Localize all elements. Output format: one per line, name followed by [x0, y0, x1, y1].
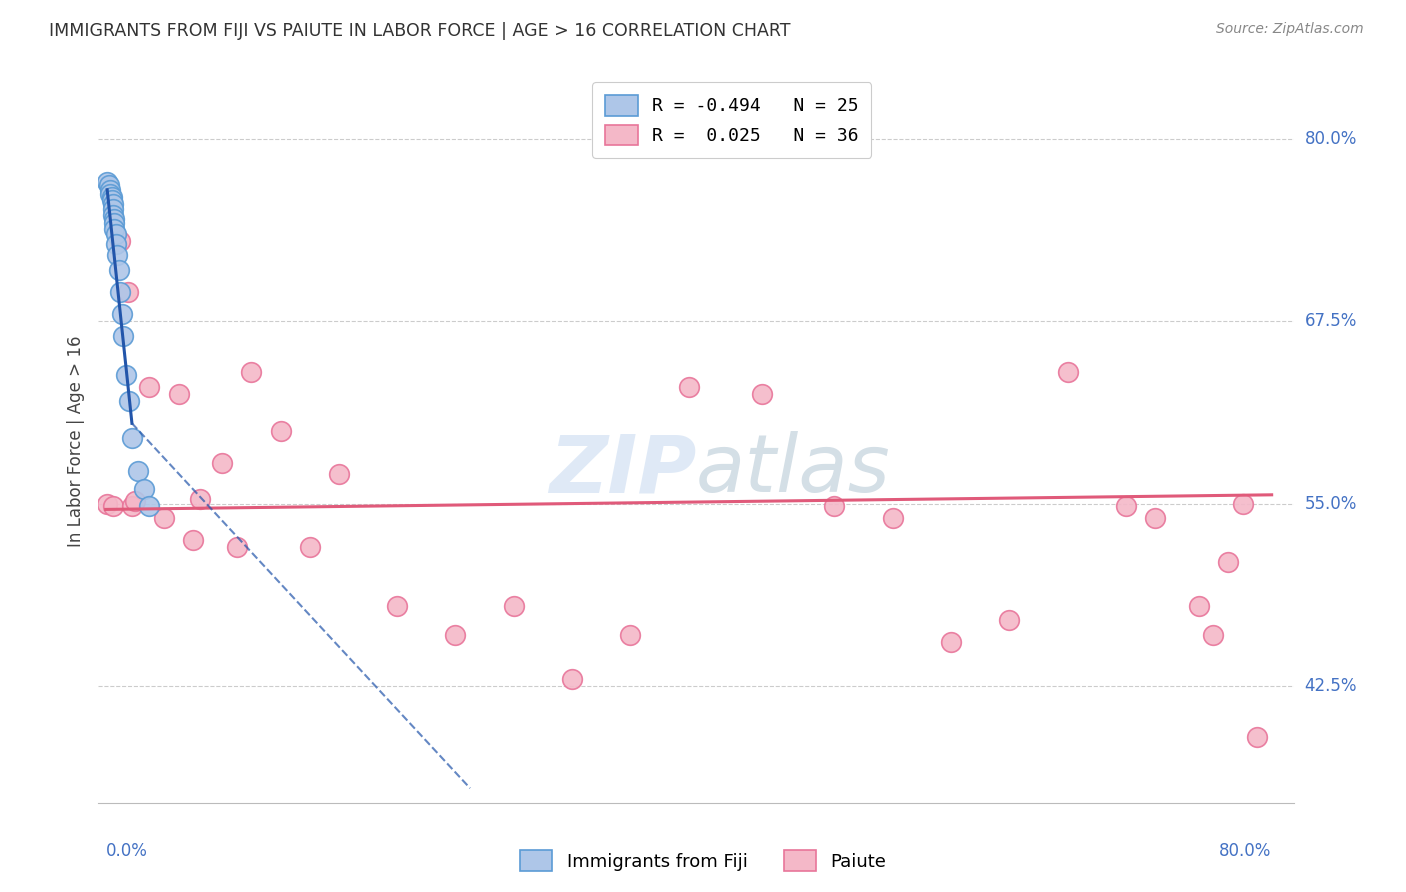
- Point: [181, 533, 204, 547]
- Text: 0.0%: 0.0%: [105, 842, 148, 860]
- Point: [190, 492, 212, 507]
- Point: [1246, 730, 1268, 744]
- Point: [882, 511, 904, 525]
- Point: [444, 628, 467, 642]
- Point: [98, 187, 121, 202]
- Point: [1216, 555, 1239, 569]
- Point: [101, 208, 124, 222]
- Point: [561, 672, 583, 686]
- Y-axis label: In Labor Force | Age > 16: In Labor Force | Age > 16: [66, 335, 84, 548]
- Point: [115, 368, 138, 383]
- Point: [1202, 628, 1225, 642]
- Point: [101, 202, 124, 216]
- Point: [823, 500, 845, 514]
- Point: [138, 500, 160, 514]
- Point: [225, 541, 247, 555]
- Point: [103, 216, 125, 230]
- Point: [111, 307, 134, 321]
- Legend: R = -0.494   N = 25, R =  0.025   N = 36: R = -0.494 N = 25, R = 0.025 N = 36: [592, 82, 872, 158]
- Text: atlas: atlas: [696, 432, 891, 509]
- Point: [100, 193, 122, 207]
- Point: [211, 456, 233, 470]
- Point: [121, 431, 143, 445]
- Point: [998, 613, 1021, 627]
- Point: [97, 178, 120, 193]
- Point: [1188, 599, 1211, 613]
- Point: [1232, 497, 1254, 511]
- Point: [328, 467, 350, 482]
- Text: 42.5%: 42.5%: [1305, 677, 1357, 695]
- Text: 80.0%: 80.0%: [1305, 129, 1357, 148]
- Point: [127, 465, 149, 479]
- Point: [104, 236, 127, 251]
- Point: [153, 511, 176, 525]
- Point: [385, 599, 409, 613]
- Point: [240, 365, 263, 379]
- Point: [98, 183, 121, 197]
- Point: [101, 500, 124, 514]
- Point: [751, 387, 773, 401]
- Text: ZIP: ZIP: [548, 432, 696, 509]
- Point: [108, 263, 131, 277]
- Point: [101, 197, 124, 211]
- Point: [167, 387, 190, 401]
- Point: [103, 222, 125, 236]
- Point: [121, 500, 143, 514]
- Point: [110, 234, 132, 248]
- Legend: Immigrants from Fiji, Paiute: Immigrants from Fiji, Paiute: [512, 843, 894, 879]
- Point: [939, 635, 962, 649]
- Point: [270, 424, 292, 438]
- Point: [96, 176, 118, 190]
- Point: [124, 493, 146, 508]
- Point: [132, 482, 155, 496]
- Point: [117, 285, 139, 299]
- Text: IMMIGRANTS FROM FIJI VS PAIUTE IN LABOR FORCE | AGE > 16 CORRELATION CHART: IMMIGRANTS FROM FIJI VS PAIUTE IN LABOR …: [49, 22, 790, 40]
- Point: [110, 285, 132, 299]
- Point: [104, 227, 127, 241]
- Point: [298, 541, 321, 555]
- Point: [1144, 511, 1167, 525]
- Point: [619, 628, 641, 642]
- Point: [103, 211, 125, 226]
- Point: [678, 380, 700, 394]
- Point: [1056, 365, 1078, 379]
- Point: [100, 190, 122, 204]
- Point: [118, 394, 141, 409]
- Point: [138, 380, 160, 394]
- Text: Source: ZipAtlas.com: Source: ZipAtlas.com: [1216, 22, 1364, 37]
- Text: 67.5%: 67.5%: [1305, 312, 1357, 330]
- Point: [105, 248, 128, 262]
- Point: [96, 497, 118, 511]
- Point: [1115, 500, 1137, 514]
- Text: 55.0%: 55.0%: [1305, 494, 1357, 513]
- Point: [112, 328, 135, 343]
- Point: [502, 599, 524, 613]
- Text: 80.0%: 80.0%: [1219, 842, 1271, 860]
